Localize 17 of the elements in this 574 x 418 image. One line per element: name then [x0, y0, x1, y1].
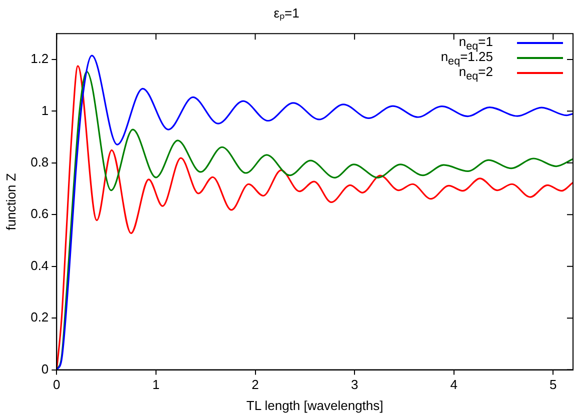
x-tick-label: 3 [350, 377, 358, 392]
y-tick-label: 0.8 [30, 154, 49, 170]
legend-label: n$_{eq}$=2 [458, 64, 493, 82]
x-tick-label: 4 [450, 377, 458, 392]
y-tick-label: 1.2 [30, 51, 49, 66]
chart-title: εₚ=1 [274, 5, 300, 22]
x-tick-label: 2 [252, 377, 259, 392]
y-tick-label: 1 [41, 102, 49, 118]
y-axis-title: function Z [3, 173, 18, 230]
x-tick-label: 1 [152, 377, 160, 392]
y-tick-label: 0.2 [30, 310, 49, 325]
x-tick-label: 0 [53, 377, 60, 392]
x-tick-label: 5 [550, 377, 557, 392]
y-tick-label: 0.4 [30, 258, 49, 273]
x-axis-title: TL length [wavelengths] [246, 398, 384, 413]
y-tick-label: 0.6 [30, 206, 49, 222]
y-tick-label: 0 [41, 361, 49, 376]
